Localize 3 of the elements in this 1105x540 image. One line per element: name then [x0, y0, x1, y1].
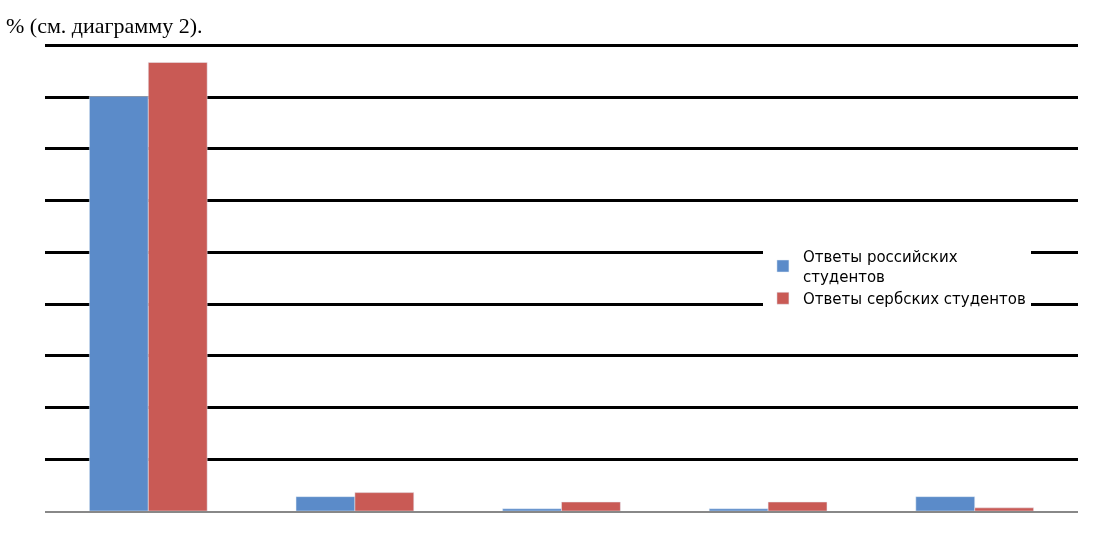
legend-label: Ответы российских студентов: [802, 248, 958, 286]
text: % (см. диаграмму 2).: [6, 13, 203, 38]
legend-label: Ответы сербских студентов: [802, 290, 1026, 309]
